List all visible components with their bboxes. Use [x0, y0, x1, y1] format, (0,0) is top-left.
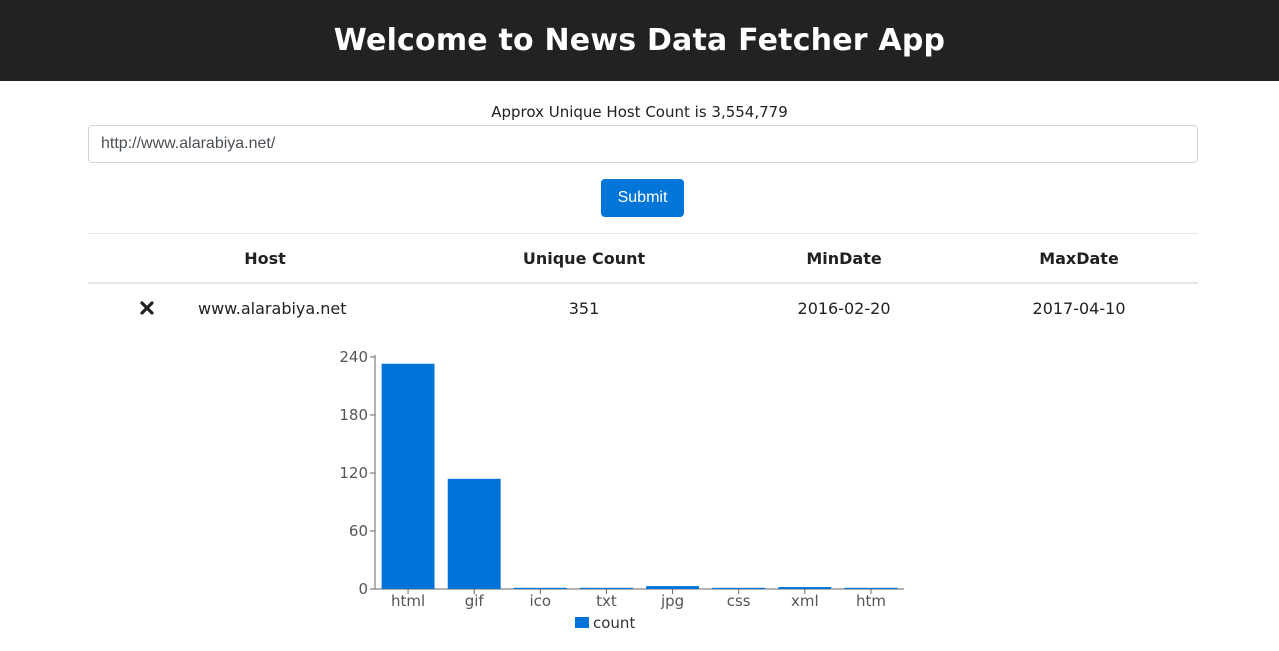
row-max-date: 2017-04-10: [1032, 299, 1126, 318]
row-min-date: 2016-02-20: [797, 299, 891, 318]
row-host: www.alarabiya.net: [198, 299, 347, 318]
bar-jpg: [646, 586, 700, 589]
x-tick-label: gif: [465, 592, 485, 610]
table-top-border: [88, 233, 1198, 234]
app-header: Welcome to News Data Fetcher App: [0, 0, 1279, 81]
x-tick-label: css: [727, 592, 751, 610]
legend-swatch: [575, 617, 589, 628]
x-tick-label: html: [391, 592, 425, 610]
bar-xml: [778, 587, 832, 589]
column-header-mindate: MinDate: [806, 249, 882, 268]
bar-gif: [447, 478, 501, 589]
x-tick-label: jpg: [660, 592, 684, 610]
column-header-host: Host: [244, 249, 286, 268]
y-tick-label: 120: [339, 464, 368, 482]
column-header-unique-count: Unique Count: [522, 249, 646, 268]
url-input[interactable]: [88, 125, 1198, 163]
column-header-maxdate: MaxDate: [1039, 249, 1119, 268]
x-tick-label: htm: [856, 592, 886, 610]
x-tick-label: txt: [596, 592, 617, 610]
unique-host-count: Approx Unique Host Count is 3,554,779: [491, 103, 788, 121]
submit-button[interactable]: Submit: [601, 179, 684, 217]
row-unique-count: 351: [568, 299, 600, 318]
bar-ico: [513, 587, 567, 589]
file-type-bar-chart: 0 60 120 180 240 html gif ico txt jpg css xml htm cou…: [339, 348, 904, 632]
legend-label: count: [593, 614, 635, 632]
y-tick-label: 240: [339, 348, 368, 366]
table-header-border: [88, 282, 1198, 284]
bar-html: [381, 363, 435, 589]
y-tick-label: 180: [339, 406, 368, 424]
bar-txt: [579, 587, 633, 589]
y-tick-label: 0: [358, 580, 368, 598]
page-title: Welcome to News Data Fetcher App: [333, 23, 946, 58]
x-tick-label: xml: [791, 592, 819, 610]
x-tick-label: ico: [530, 592, 552, 610]
bar-css: [712, 587, 766, 589]
close-icon[interactable]: [139, 300, 155, 316]
y-tick-label: 60: [349, 522, 368, 540]
bar-htm: [844, 587, 898, 589]
